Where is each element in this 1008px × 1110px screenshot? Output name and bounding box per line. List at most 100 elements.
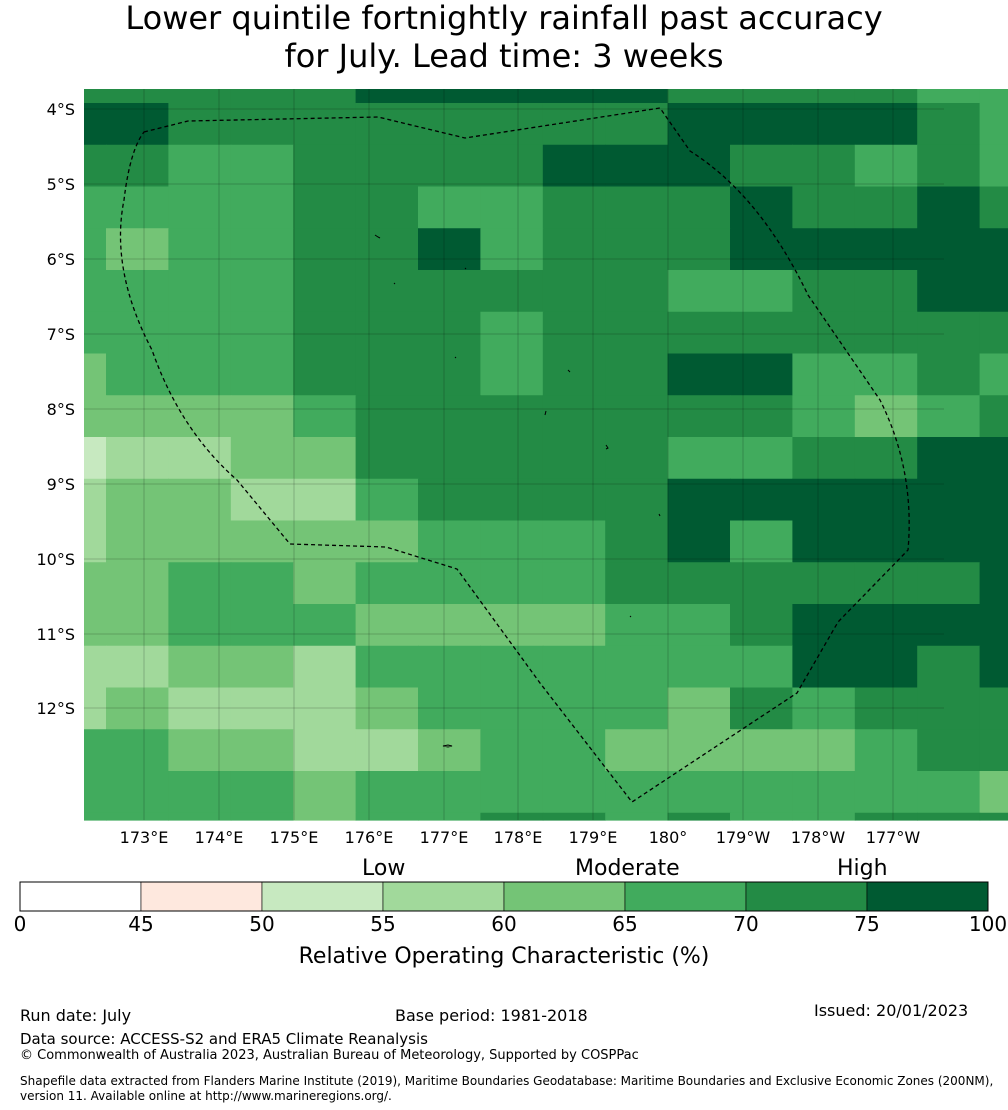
- latitude-label: 11°S: [36, 625, 75, 644]
- grid-cell: [730, 228, 793, 271]
- grid-cell: [230, 478, 294, 522]
- grid-cell: [106, 437, 169, 480]
- grid-cell: [542, 395, 606, 438]
- grid-cell: [84, 270, 107, 313]
- grid-cell: [542, 520, 606, 563]
- grid-cell: [480, 687, 544, 730]
- grid-cell: [230, 437, 294, 480]
- grid-cell: [293, 812, 357, 821]
- grid-cell: [917, 478, 981, 522]
- grid-cell: [542, 604, 606, 647]
- grid-cell: [355, 645, 419, 689]
- grid-cell: [84, 729, 107, 772]
- grid-cell: [667, 353, 731, 396]
- latitude-label: 5°S: [47, 175, 75, 194]
- longitude-label: 179°E: [569, 828, 618, 847]
- grid-cell: [854, 353, 918, 396]
- longitude-label: 178°W: [791, 828, 846, 847]
- grid-cell: [480, 478, 544, 522]
- grid-cell: [667, 729, 731, 772]
- grid-cell: [605, 270, 669, 313]
- grid-cell: [355, 771, 419, 814]
- issued-date: Issued: 20/01/2023: [814, 1001, 969, 1020]
- grid-cell: [230, 144, 294, 188]
- grid-cell: [667, 270, 731, 313]
- grid-cell: [168, 437, 232, 480]
- graticule-lines: [84, 89, 944, 820]
- grid-cell: [355, 562, 419, 605]
- longitude-label: 177°W: [866, 828, 921, 847]
- grid-cell: [355, 311, 419, 355]
- grid-cell: [730, 478, 793, 522]
- grid-cell: [293, 311, 357, 355]
- grid-cell: [542, 645, 606, 689]
- grid-cell: [979, 186, 1008, 229]
- grid-cell: [854, 562, 918, 605]
- grid-cell: [480, 812, 544, 821]
- grid-cell: [418, 186, 481, 229]
- grid-cell: [979, 520, 1008, 563]
- grid-cell: [917, 228, 981, 271]
- grid-cell: [106, 478, 169, 522]
- grid-cell: [355, 478, 419, 522]
- grid-cell: [84, 311, 107, 355]
- grid-cell: [168, 645, 232, 689]
- grid-cell: [106, 645, 169, 689]
- grid-cell: [792, 812, 856, 821]
- grid-cell: [106, 144, 169, 188]
- grid-cell: [106, 604, 169, 647]
- grid-cell: [418, 604, 481, 647]
- colorbar-segment: [140, 881, 263, 912]
- grid-cell: [84, 645, 107, 689]
- grid-cell: [979, 437, 1008, 480]
- grid-cell: [854, 437, 918, 480]
- grid-cell: [418, 228, 481, 271]
- longitude-label: 173°E: [120, 828, 169, 847]
- grid-cell: [605, 228, 669, 271]
- grid-cell: [917, 311, 981, 355]
- grid-cell: [730, 604, 793, 647]
- grid-cell: [84, 186, 107, 229]
- grid-cell: [168, 729, 232, 772]
- grid-cell: [418, 437, 481, 480]
- grid-cell: [605, 687, 669, 730]
- grid-cell: [917, 520, 981, 563]
- grid-cell: [480, 89, 544, 104]
- grid-cell: [293, 687, 357, 730]
- grid-cell: [84, 103, 107, 146]
- grid-cell: [605, 520, 669, 563]
- grid-cell: [230, 311, 294, 355]
- grid-cell: [168, 144, 232, 188]
- grid-cell: [293, 89, 357, 104]
- latitude-labels: 4°S 5°S 6°S 7°S 8°S 9°S 10°S 11°S 12°S: [36, 100, 75, 718]
- grid-cell: [854, 144, 918, 188]
- grid-cell: [418, 729, 481, 772]
- grid-cell: [542, 186, 606, 229]
- grid-cell: [730, 520, 793, 563]
- grid-cell: [605, 353, 669, 396]
- grid-cell: [542, 771, 606, 814]
- grid-cell: [106, 562, 169, 605]
- longitude-label: 177°E: [420, 828, 469, 847]
- grid-cell: [418, 89, 481, 104]
- colorbar-tick: 0: [13, 912, 27, 936]
- grid-cell: [792, 186, 856, 229]
- grid-cell: [230, 771, 294, 814]
- grid-cell: [418, 144, 481, 188]
- data-source: Data source: ACCESS-S2 and ERA5 Climate …: [20, 1030, 428, 1048]
- grid-cell: [667, 520, 731, 563]
- grid-cell: [480, 729, 544, 772]
- grid-cell: [480, 311, 544, 355]
- grid-cell: [917, 562, 981, 605]
- grid-cell: [106, 395, 169, 438]
- category-low-label: Low: [362, 856, 406, 881]
- grid-cell: [84, 353, 107, 396]
- grid-cell: [730, 270, 793, 313]
- grid-cell: [917, 604, 981, 647]
- grid-cell: [418, 645, 481, 689]
- grid-cell: [293, 729, 357, 772]
- colorbar-tick: 70: [733, 912, 759, 936]
- grid-cell: [730, 144, 793, 188]
- grid-cell: [418, 520, 481, 563]
